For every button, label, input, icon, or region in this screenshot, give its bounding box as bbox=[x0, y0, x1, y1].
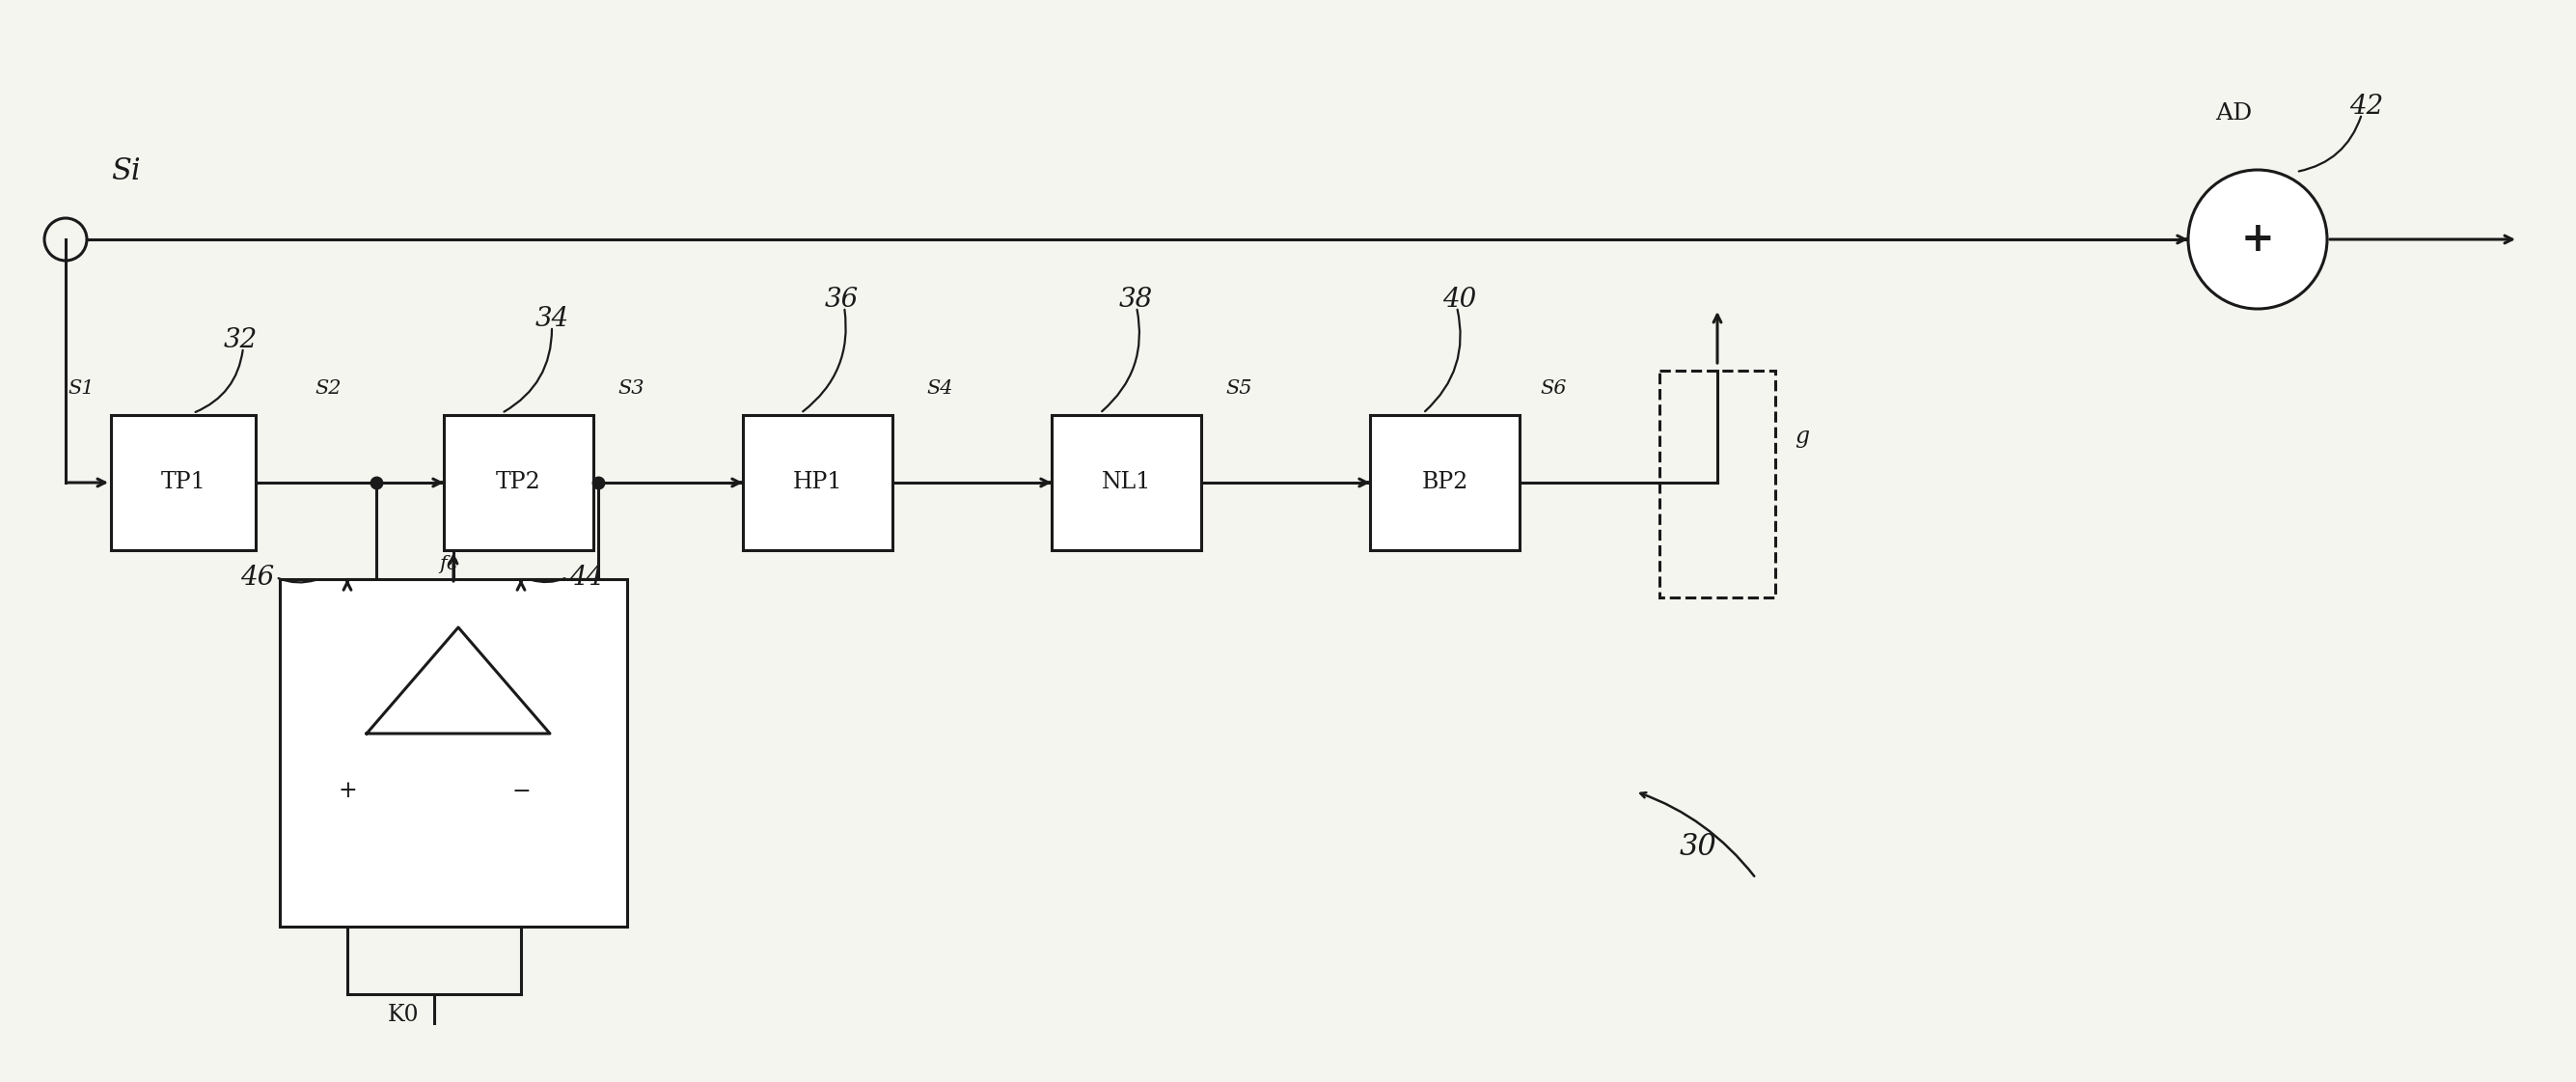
Bar bbox=[1051, 415, 1200, 550]
Bar bbox=[742, 415, 891, 550]
Text: 42: 42 bbox=[2349, 93, 2383, 119]
Text: 32: 32 bbox=[224, 327, 258, 353]
Bar bbox=[281, 579, 626, 926]
Text: S6: S6 bbox=[1540, 379, 1566, 397]
Bar bbox=[443, 415, 592, 550]
Text: S3: S3 bbox=[618, 379, 644, 397]
Circle shape bbox=[2187, 170, 2326, 308]
Text: 46: 46 bbox=[240, 564, 273, 590]
Text: 34: 34 bbox=[536, 305, 569, 331]
Text: −: − bbox=[513, 780, 531, 803]
Bar bbox=[1659, 371, 1775, 597]
Text: TP2: TP2 bbox=[497, 472, 541, 493]
Bar bbox=[1370, 415, 1520, 550]
Text: fc: fc bbox=[440, 555, 459, 573]
Text: NL1: NL1 bbox=[1103, 472, 1151, 493]
Text: +: + bbox=[337, 780, 358, 803]
Text: 38: 38 bbox=[1118, 286, 1154, 313]
Text: 36: 36 bbox=[824, 286, 858, 313]
Text: 30: 30 bbox=[1680, 832, 1716, 862]
Text: BP2: BP2 bbox=[1422, 472, 1468, 493]
Text: S2: S2 bbox=[314, 379, 340, 397]
Text: Si: Si bbox=[111, 157, 142, 187]
Text: g: g bbox=[1795, 425, 1808, 447]
Text: 44: 44 bbox=[569, 564, 603, 590]
Text: S5: S5 bbox=[1226, 379, 1252, 397]
Text: S4: S4 bbox=[927, 379, 953, 397]
Text: HP1: HP1 bbox=[793, 472, 842, 493]
Text: K0: K0 bbox=[386, 1004, 420, 1026]
Text: TP1: TP1 bbox=[160, 472, 206, 493]
Text: AD: AD bbox=[2215, 103, 2251, 126]
Text: 40: 40 bbox=[1443, 286, 1476, 313]
Text: +: + bbox=[2241, 219, 2275, 260]
Text: S1: S1 bbox=[67, 379, 95, 397]
Bar bbox=[111, 415, 255, 550]
